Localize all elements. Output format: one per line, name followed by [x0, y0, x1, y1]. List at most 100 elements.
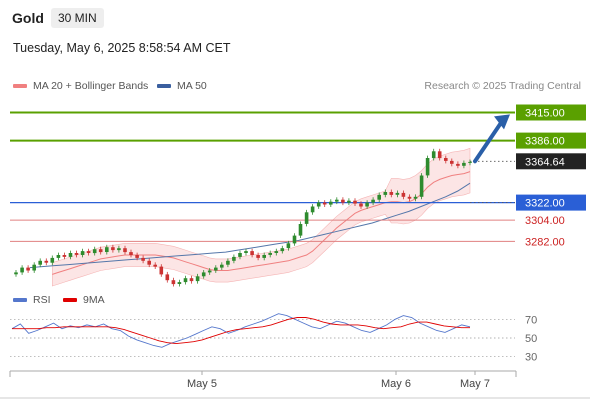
ma20-swatch: [13, 84, 27, 89]
candle-body: [32, 264, 36, 271]
candle-body: [86, 251, 91, 253]
candle-body: [44, 260, 49, 263]
candle-body: [262, 255, 266, 258]
legend-rsi-label: RSI: [33, 294, 51, 306]
level-badge-text-3364.64: 3364.64: [525, 156, 565, 168]
candle-body: [68, 253, 73, 257]
x-label-May-5: May 5: [187, 378, 217, 390]
candle-body: [189, 278, 194, 282]
candle-body: [359, 203, 363, 207]
candle-body: [316, 202, 321, 207]
candle-body: [147, 260, 151, 265]
ma50-line: [29, 182, 471, 269]
candle-body: [195, 276, 200, 282]
level-badge-3386.00: [516, 132, 586, 149]
candle-body: [250, 251, 254, 255]
candle-body: [177, 282, 182, 284]
candle-body: [413, 196, 418, 199]
candle-body: [135, 255, 139, 258]
level-badge-text-3386.00: 3386.00: [525, 136, 565, 148]
candle-body: [20, 267, 24, 273]
legend-rsi-ma: 9MA: [63, 294, 105, 306]
candle-body: [220, 264, 224, 268]
candle-body: [341, 199, 345, 203]
candle-body: [371, 199, 375, 203]
level-badge-3322.00: [516, 194, 586, 211]
candle-body: [117, 248, 121, 251]
candle-body: [238, 253, 242, 257]
candle-body: [304, 212, 309, 224]
forecast-arrow-shaft: [473, 116, 506, 164]
candle-body: [62, 255, 67, 257]
candle-body: [141, 257, 145, 261]
candle-body: [377, 194, 381, 200]
legend-ma20: MA 20 + Bollinger Bands: [13, 80, 148, 92]
candle-body: [129, 252, 133, 255]
candle-body: [214, 267, 218, 271]
ma50-swatch: [157, 84, 171, 89]
legend-ma50-label: MA 50: [177, 80, 207, 92]
rsi-tick: 70: [525, 314, 537, 326]
candle-body: [232, 256, 236, 261]
legend-ma50: MA 50: [157, 80, 207, 92]
candle-body: [74, 253, 79, 255]
forecast-arrow-head: [494, 114, 510, 130]
candle-body: [56, 255, 61, 258]
chart-datetime: Tuesday, May 6, 2025 8:58:54 AM CET: [13, 41, 231, 55]
candle-body: [207, 270, 212, 273]
candle-body: [26, 267, 30, 271]
candle-body: [462, 162, 466, 166]
rsi-ma-swatch: [63, 298, 77, 303]
candle-body: [419, 175, 424, 197]
rsi-ma-line: [12, 317, 470, 345]
candle-body: [183, 278, 188, 283]
candle-body: [365, 202, 369, 207]
timeframe-badge[interactable]: 30 MIN: [51, 8, 104, 28]
candle-body: [123, 248, 127, 253]
rsi-tick: 30: [525, 352, 537, 364]
candle-body: [395, 192, 400, 195]
candle-body: [286, 243, 291, 249]
candle-body: [98, 249, 103, 253]
candle-body: [165, 274, 170, 281]
candle-body: [347, 200, 351, 203]
candle-body: [353, 200, 357, 204]
candle-body: [310, 206, 315, 213]
level-label-3304.00: 3304.00: [525, 215, 565, 227]
rsi-tick: 50: [525, 333, 537, 345]
instrument-title: Gold: [12, 10, 44, 26]
candle-body: [171, 280, 176, 285]
legend-rsi-ma-label: 9MA: [83, 294, 105, 306]
legend-rsi: RSI: [13, 294, 51, 306]
candle-body: [389, 192, 394, 195]
candle-body: [38, 260, 42, 265]
candle-body: [111, 247, 115, 251]
bollinger-band: [52, 147, 471, 287]
rsi-swatch: [13, 298, 27, 303]
candle-body: [450, 160, 454, 164]
candle-body: [292, 235, 297, 244]
candle-body: [437, 151, 442, 159]
candle-body: [329, 201, 333, 205]
x-label-May-7: May 7: [460, 378, 490, 390]
candle-body: [280, 248, 285, 252]
candle-body: [383, 192, 388, 195]
candle-body: [407, 196, 412, 199]
x-label-May-6: May 6: [381, 378, 411, 390]
candle-body: [50, 257, 55, 263]
candle-body: [425, 158, 430, 176]
candle-body: [468, 161, 472, 163]
candle-body: [226, 260, 230, 265]
rsi-line: [11, 313, 471, 348]
candle-body: [322, 202, 327, 205]
candle-body: [201, 272, 206, 277]
candle-body: [268, 253, 272, 255]
candle-body: [159, 266, 164, 275]
copyright: Research © 2025 Trading Central: [424, 80, 581, 92]
candle-body: [456, 163, 460, 166]
level-badge-text-3322.00: 3322.00: [525, 198, 565, 210]
candle-body: [153, 264, 157, 267]
candle-body: [298, 224, 303, 236]
level-badge-3364.64: [516, 153, 586, 170]
